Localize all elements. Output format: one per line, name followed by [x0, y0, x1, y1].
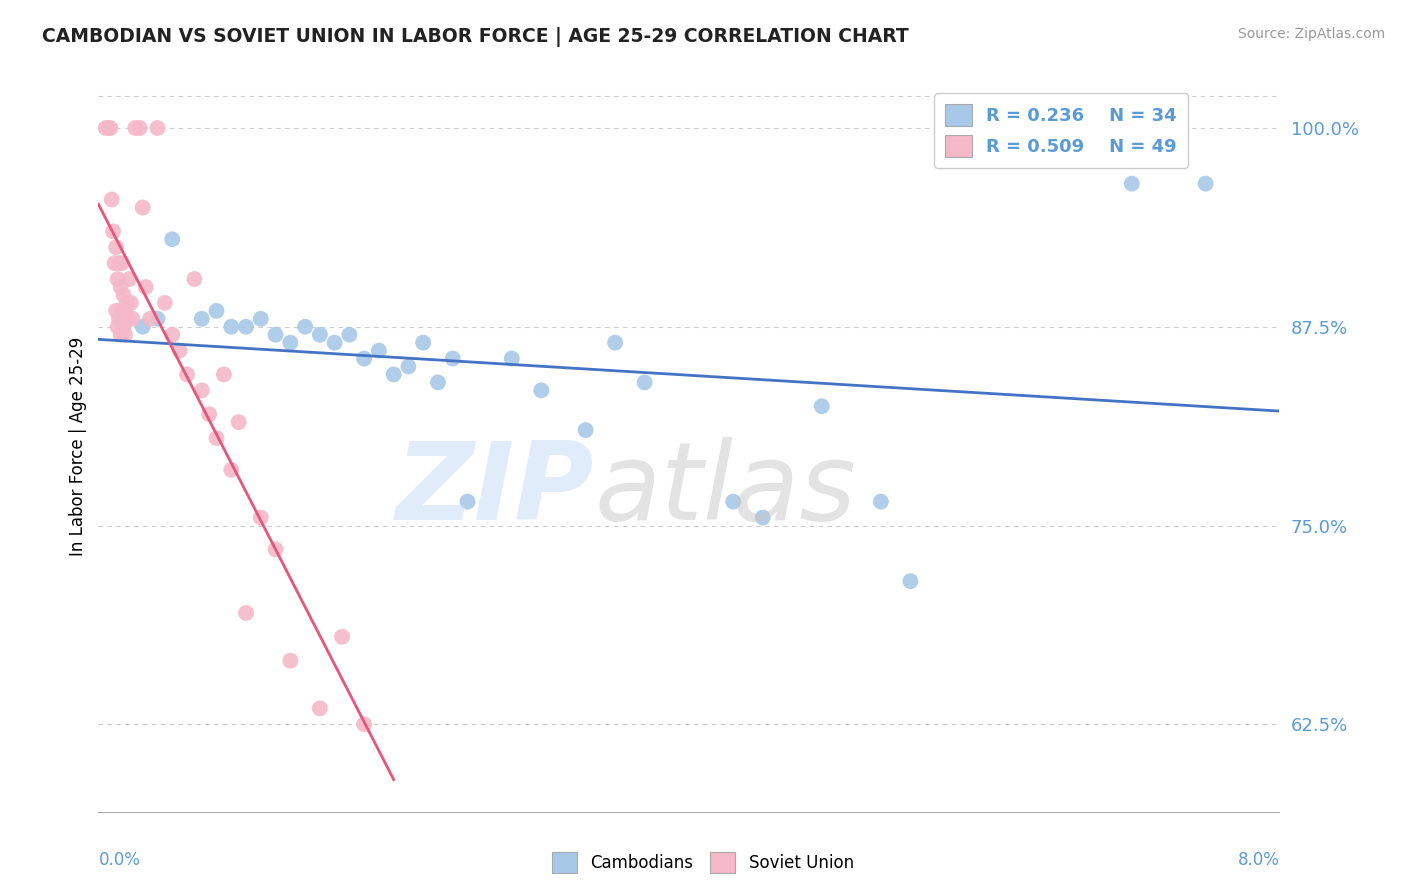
Point: [146, 120, 169, 135]
Point: [132, 201, 155, 215]
Text: CAMBODIAN VS SOVIET UNION IN LABOR FORCE | AGE 25-29 CORRELATION CHART: CAMBODIAN VS SOVIET UNION IN LABOR FORCE…: [42, 27, 908, 46]
Text: Source: ZipAtlas.com: Source: ZipAtlas.com: [1237, 27, 1385, 41]
Point: [121, 311, 143, 326]
Point: [191, 311, 214, 326]
Point: [105, 240, 128, 254]
Point: [330, 630, 353, 644]
Point: [191, 384, 214, 398]
Point: [135, 280, 157, 294]
Point: [412, 335, 434, 350]
Point: [112, 288, 135, 302]
Point: [605, 335, 627, 350]
Point: [139, 311, 162, 326]
Point: [128, 120, 150, 135]
Point: [124, 120, 146, 135]
Point: [108, 256, 131, 270]
Point: [235, 319, 257, 334]
Point: [339, 327, 361, 342]
Point: [250, 311, 273, 326]
Point: [117, 311, 139, 326]
Point: [221, 463, 243, 477]
Text: atlas: atlas: [595, 437, 856, 542]
Legend: Cambodians, Soviet Union: Cambodians, Soviet Union: [546, 846, 860, 880]
Point: [153, 296, 176, 310]
Point: [118, 272, 141, 286]
Point: [752, 510, 775, 524]
Text: ZIP: ZIP: [396, 437, 595, 543]
Point: [309, 327, 332, 342]
Point: [398, 359, 420, 374]
Point: [111, 256, 134, 270]
Point: [176, 368, 198, 382]
Point: [114, 303, 136, 318]
Point: [264, 327, 287, 342]
Point: [114, 327, 136, 342]
Point: [120, 296, 142, 310]
Point: [900, 574, 922, 589]
Point: [530, 384, 553, 398]
Point: [107, 319, 129, 334]
Point: [97, 120, 120, 135]
Point: [115, 296, 138, 310]
Point: [427, 376, 450, 390]
Point: [1121, 177, 1143, 191]
Point: [205, 431, 228, 445]
Point: [212, 368, 235, 382]
Point: [501, 351, 523, 366]
Point: [353, 717, 375, 731]
Y-axis label: In Labor Force | Age 25-29: In Labor Force | Age 25-29: [69, 336, 87, 556]
Point: [107, 272, 129, 286]
Point: [457, 494, 479, 508]
Legend: R = 0.236    N = 34, R = 0.509    N = 49: R = 0.236 N = 34, R = 0.509 N = 49: [934, 93, 1188, 168]
Point: [723, 494, 745, 508]
Point: [100, 193, 122, 207]
Point: [250, 510, 273, 524]
Point: [94, 120, 117, 135]
Point: [110, 327, 132, 342]
Point: [205, 303, 228, 318]
Point: [98, 120, 121, 135]
Point: [382, 368, 405, 382]
Point: [103, 224, 125, 238]
Point: [169, 343, 191, 358]
Point: [309, 701, 332, 715]
Point: [353, 351, 375, 366]
Point: [104, 256, 127, 270]
Text: 8.0%: 8.0%: [1237, 852, 1279, 870]
Point: [294, 319, 316, 334]
Point: [280, 335, 302, 350]
Point: [105, 303, 128, 318]
Point: [162, 232, 183, 246]
Point: [110, 280, 132, 294]
Point: [132, 319, 155, 334]
Point: [111, 303, 134, 318]
Point: [323, 335, 346, 350]
Point: [183, 272, 205, 286]
Point: [198, 407, 221, 421]
Point: [146, 311, 169, 326]
Point: [228, 415, 250, 429]
Point: [280, 654, 302, 668]
Point: [441, 351, 464, 366]
Point: [264, 542, 287, 557]
Point: [112, 319, 135, 334]
Point: [221, 319, 243, 334]
Point: [368, 343, 391, 358]
Point: [162, 327, 183, 342]
Point: [575, 423, 598, 437]
Point: [235, 606, 257, 620]
Point: [634, 376, 657, 390]
Point: [108, 311, 131, 326]
Text: 0.0%: 0.0%: [98, 852, 141, 870]
Point: [1195, 177, 1218, 191]
Point: [811, 399, 834, 413]
Point: [870, 494, 893, 508]
